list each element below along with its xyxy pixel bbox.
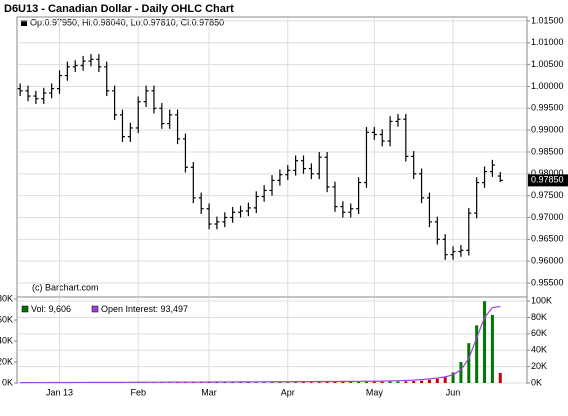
- volume-bar: [317, 382, 321, 383]
- y-tick-label: 0.96000: [531, 256, 564, 266]
- y2-tick-label: 80K: [531, 312, 547, 322]
- volume-bar: [262, 382, 266, 383]
- y-tick-label: 0.95500: [531, 277, 564, 287]
- volume-bar: [475, 325, 479, 383]
- volume-bar: [490, 314, 494, 383]
- last-price-tag: [528, 174, 568, 187]
- volume-bar: [254, 382, 258, 383]
- volume-bar: [231, 382, 235, 383]
- volume-bar: [498, 372, 502, 383]
- volume-bar: [404, 381, 408, 383]
- y2-tick-label: 0K: [531, 377, 542, 387]
- legend-label: Open Interest: 93,497: [101, 304, 188, 314]
- x-tick-label: Jun: [446, 387, 461, 397]
- volume-bar: [451, 372, 455, 383]
- volume-bar: [302, 382, 306, 383]
- y-tick-label: 1.01500: [531, 15, 564, 25]
- volume-bar: [309, 382, 313, 383]
- volume-bar: [341, 381, 345, 383]
- volume-bar: [357, 381, 361, 383]
- volume-bar: [176, 382, 180, 383]
- y-tick-label: 0.99000: [531, 125, 564, 135]
- volume-bar: [223, 382, 227, 383]
- y-tick-label: 1.00500: [531, 59, 564, 69]
- legend-label: Vol: 9,606: [31, 304, 71, 314]
- volume-bar: [427, 379, 431, 383]
- last-price-label: 0.97850: [531, 175, 564, 185]
- watermark: (c) Barchart.com: [32, 282, 99, 292]
- open-interest-line: [20, 305, 501, 384]
- volume-bar: [483, 301, 487, 383]
- x-tick-label: Feb: [130, 387, 146, 397]
- legend-swatch: [21, 305, 29, 313]
- x-tick-label: Apr: [281, 387, 295, 397]
- volume-bar: [183, 382, 187, 383]
- volume-bar: [443, 376, 447, 383]
- volume-bar: [333, 382, 337, 383]
- volume-bar: [191, 382, 195, 383]
- volume-bar: [388, 381, 392, 383]
- y-tick-label: 0.98000: [531, 168, 564, 178]
- volume-bar: [286, 382, 290, 383]
- x-tick-label: Mar: [201, 387, 217, 397]
- x-tick-label: May: [366, 387, 384, 397]
- y-tick-label: 0K: [2, 377, 13, 387]
- y-tick-label: 60K: [0, 314, 13, 324]
- volume-bar: [207, 382, 211, 383]
- y-tick-label: 0.97000: [531, 212, 564, 222]
- y-tick-label: 20K: [0, 356, 13, 366]
- volume-bar: [215, 382, 219, 383]
- y-tick-label: 80K: [0, 293, 13, 303]
- volume-bar: [412, 381, 416, 383]
- volume-bar: [239, 382, 243, 383]
- volume-bar: [278, 382, 282, 383]
- volume-bar: [294, 382, 298, 383]
- ohlc-info: Op:0.97950, Hi:0.98040, Lo:0.97810, Cl:0…: [30, 17, 224, 27]
- y-tick-label: 0.99500: [531, 103, 564, 113]
- y2-tick-label: 60K: [531, 328, 547, 338]
- volume-bar: [467, 343, 471, 383]
- volume-bar: [364, 381, 368, 383]
- y2-tick-label: 40K: [531, 345, 547, 355]
- y2-tick-label: 20K: [531, 361, 547, 371]
- volume-panel: [16, 296, 528, 384]
- volume-bar: [459, 362, 463, 383]
- volume-bar: [372, 381, 376, 383]
- y-tick-label: 40K: [0, 335, 13, 345]
- chart-title: D6U13 - Canadian Dollar - Daily OHLC Cha…: [4, 3, 234, 15]
- info-swatch: [21, 20, 27, 26]
- y2-tick-label: 100K: [531, 295, 552, 305]
- volume-bar: [270, 382, 274, 383]
- volume-bar: [349, 381, 353, 383]
- y-tick-label: 0.96500: [531, 234, 564, 244]
- volume-bar: [435, 378, 439, 383]
- legend-swatch: [91, 305, 99, 313]
- volume-bar: [246, 382, 250, 383]
- volume-bar: [380, 381, 384, 383]
- y-tick-label: 1.01000: [531, 37, 564, 47]
- y-tick-label: 0.97500: [531, 190, 564, 200]
- x-tick-label: Jan 13: [46, 387, 73, 397]
- price-panel: [16, 16, 528, 298]
- volume-bar: [396, 381, 400, 383]
- y-tick-label: 0.98500: [531, 146, 564, 156]
- volume-bar: [199, 382, 203, 383]
- volume-bar: [420, 380, 424, 383]
- volume-bar: [325, 382, 329, 383]
- y-tick-label: 1.00000: [531, 81, 564, 91]
